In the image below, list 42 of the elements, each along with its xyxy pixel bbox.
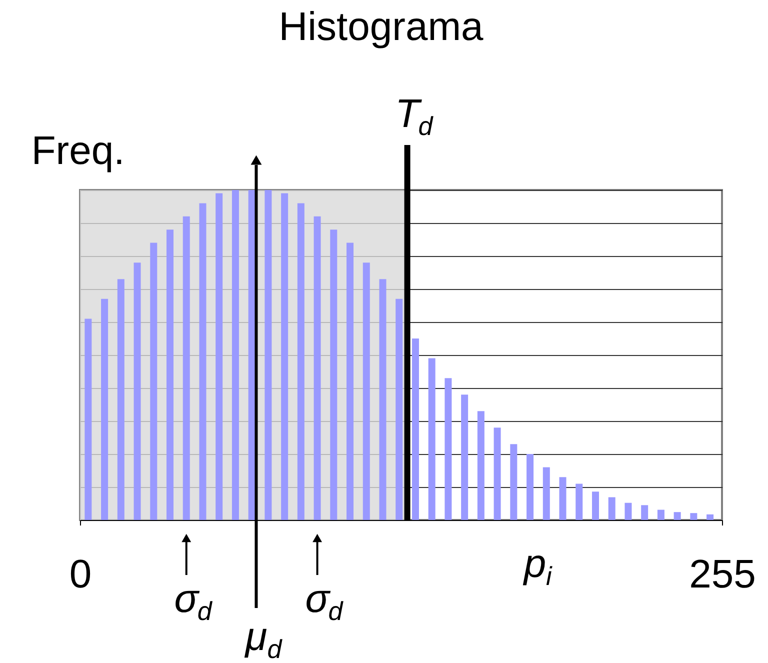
bar xyxy=(641,505,648,520)
bar xyxy=(232,190,239,520)
bar xyxy=(428,358,436,520)
bar xyxy=(166,230,174,520)
bar xyxy=(608,497,616,520)
bar xyxy=(494,428,501,520)
bar xyxy=(281,193,288,520)
bar xyxy=(444,378,452,520)
x-tick-label: 0 xyxy=(69,552,92,596)
bar xyxy=(150,242,158,520)
bar xyxy=(510,444,518,520)
bar xyxy=(576,484,583,520)
bar xyxy=(117,279,124,520)
bar xyxy=(101,298,108,520)
bar xyxy=(412,338,419,520)
chart-title: Histograma xyxy=(278,5,484,49)
bar xyxy=(477,411,484,520)
bar xyxy=(674,512,681,520)
bar xyxy=(592,492,599,520)
bar xyxy=(559,477,566,520)
bar xyxy=(182,216,190,520)
bar xyxy=(657,510,664,520)
bar xyxy=(199,203,206,520)
bar xyxy=(314,216,321,520)
bar xyxy=(461,394,468,520)
bar xyxy=(264,190,272,520)
bar xyxy=(396,298,403,520)
bar xyxy=(379,279,386,520)
bar xyxy=(297,203,304,520)
y-axis-title: Freq. xyxy=(31,129,125,173)
bar xyxy=(84,318,92,520)
bar xyxy=(330,230,338,520)
bar xyxy=(690,513,698,520)
bar xyxy=(624,502,632,520)
x-tick-label: 255 xyxy=(689,552,756,596)
bar xyxy=(706,514,714,520)
bar xyxy=(134,262,141,520)
bar xyxy=(542,467,550,520)
bar xyxy=(216,193,223,520)
bar xyxy=(346,242,354,520)
bar xyxy=(362,262,370,520)
bar xyxy=(526,454,534,520)
